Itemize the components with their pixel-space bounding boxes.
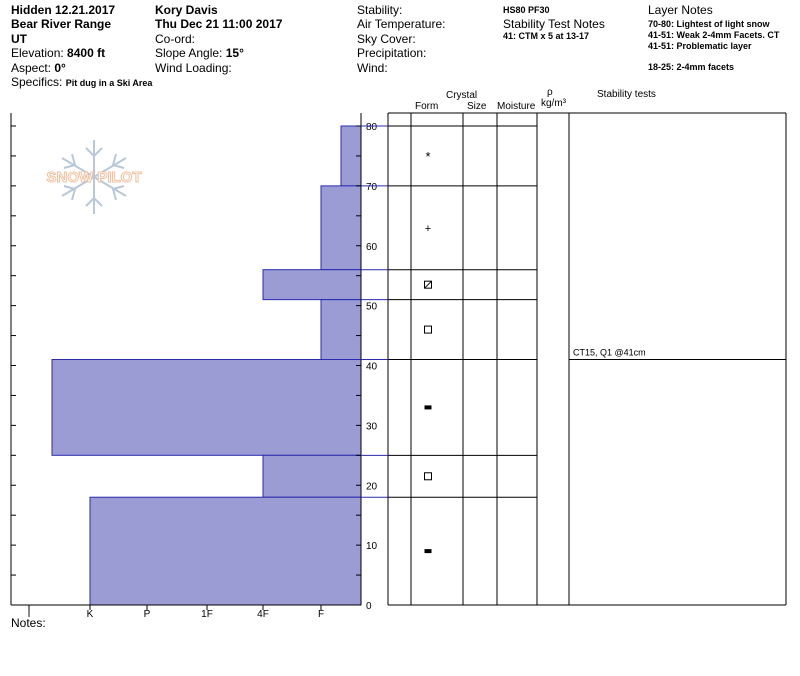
- y-tick-label: 80: [366, 122, 378, 133]
- hardness-bar: [89, 496, 362, 606]
- aspect: Aspect: 0°: [11, 61, 66, 75]
- layer-note-4: 18-25: 2-4mm facets: [648, 62, 735, 72]
- layer-note-1: 70-80: Lightest of light snow: [648, 19, 770, 29]
- x-tick-label: I: [28, 609, 31, 620]
- hardness-profile: [51, 125, 362, 606]
- layer-table-frame: [387, 112, 787, 606]
- hardness-bar: [320, 185, 362, 271]
- y-tick-label: 10: [366, 541, 378, 552]
- stability-label: Stability:: [357, 3, 403, 17]
- notes-label: Notes:: [11, 616, 46, 630]
- grain-form-symbol: [424, 549, 432, 554]
- hardness-bar: [262, 269, 362, 301]
- precip-label: Precipitation:: [357, 46, 427, 60]
- specifics-label: Specifics:: [11, 75, 63, 89]
- y-tick-label: 40: [366, 362, 378, 373]
- faceted-crystal-symbol: [424, 325, 432, 334]
- grain-form-symbol: [424, 405, 432, 410]
- layer-notes-title: Layer Notes: [648, 3, 713, 17]
- precip-particle-symbol: *: [425, 149, 430, 164]
- x-tick-label: K: [87, 609, 94, 620]
- snowflake-icon: [61, 140, 127, 214]
- elevation: Elevation: 8400 ft: [11, 46, 105, 60]
- y-tick-label: 60: [366, 242, 378, 253]
- obs-datetime: Thu Dec 21 11:00 2017: [155, 17, 283, 31]
- observer: Kory Davis: [155, 3, 218, 17]
- y-tick-label: 70: [366, 182, 378, 193]
- stability-test-rows: CT15, Q1 @41cm: [569, 348, 786, 361]
- location: Bear River Range: [11, 17, 112, 31]
- x-tick-label: 1F: [201, 609, 213, 620]
- layer-rows: *+: [361, 125, 537, 554]
- stability-notes-title: Stability Test Notes: [503, 17, 605, 31]
- hs-pf: HS80 PF30: [503, 5, 550, 15]
- grain-form-symbol: [424, 280, 432, 289]
- layer-note-3: 41-51: Problematic layer: [648, 41, 752, 51]
- moisture-header: Moisture: [497, 101, 536, 112]
- aspect-label: Aspect:: [11, 61, 52, 75]
- stability-test-label: CT15, Q1 @41cm: [573, 348, 646, 358]
- logo-text: SNOW PILOT: [47, 169, 142, 186]
- coord-label: Co-ord:: [155, 32, 196, 46]
- y-tick-label: 20: [366, 481, 378, 492]
- form-header: Form: [415, 101, 439, 112]
- stability-tests-header: Stability tests: [597, 89, 656, 100]
- grain-form-symbol: [424, 325, 432, 334]
- y-tick-label: 0: [366, 601, 372, 612]
- grain-form-symbol: [424, 472, 432, 481]
- x-tick-label: F: [318, 609, 324, 620]
- x-tick-label: P: [144, 609, 151, 620]
- wind-label: Wind:: [357, 61, 388, 75]
- rho-header: ρ: [547, 87, 553, 98]
- aspect-value: 0°: [54, 61, 66, 75]
- stability-note: 41: CTM x 5 at 13-17: [503, 31, 590, 41]
- grain-form-symbol: +: [425, 223, 431, 235]
- mixed-form-slash: [424, 280, 432, 289]
- specifics-value: Pit dug in a Ski Area: [65, 78, 153, 88]
- slope: Slope Angle: 15°: [155, 46, 244, 60]
- specifics: Specifics: Pit dug in a Ski Area: [11, 75, 152, 89]
- layer-note-2: 41-51: Weak 2-4mm Facets. CT: [648, 30, 780, 40]
- snowpilot-logo: SNOW PILOT: [46, 140, 142, 214]
- sky-cover-label: Sky Cover:: [357, 32, 416, 46]
- air-temp-label: Air Temperature:: [357, 17, 446, 31]
- pit-title: Hidden 12.21.2017: [11, 3, 116, 17]
- state: UT: [11, 32, 27, 46]
- wind-loading-label: Wind Loading:: [155, 61, 232, 75]
- hardness-bar: [262, 454, 362, 498]
- grain-form-symbol: *: [425, 149, 430, 164]
- hardness-axis: I K P 1F 4F F: [28, 605, 324, 620]
- left-minor-ticks: [11, 125, 16, 606]
- x-tick-label: 4F: [257, 609, 269, 620]
- y-tick-label: 30: [366, 421, 378, 432]
- crystal-header: Crystal: [446, 90, 478, 101]
- depth-axis: 0 10 20 30 40 50 60 70 80: [356, 122, 378, 612]
- faceted-crystal-symbol: [424, 472, 432, 481]
- size-header: Size: [467, 101, 487, 112]
- slope-value: 15°: [225, 46, 244, 60]
- mixed-form-symbol: [424, 280, 432, 289]
- density-unit-header: kg/m³: [541, 98, 566, 109]
- slope-label: Slope Angle:: [155, 46, 223, 60]
- elevation-value: 8400 ft: [67, 46, 106, 60]
- melt-freeze-crust-symbol: [424, 549, 432, 554]
- y-tick-label: 50: [366, 302, 378, 313]
- elevation-label: Elevation:: [11, 46, 64, 60]
- hardness-bar: [320, 299, 362, 361]
- hardness-bar: [51, 359, 362, 456]
- melt-freeze-crust-symbol: [424, 405, 432, 410]
- decomposing-fragment-symbol: +: [425, 223, 431, 235]
